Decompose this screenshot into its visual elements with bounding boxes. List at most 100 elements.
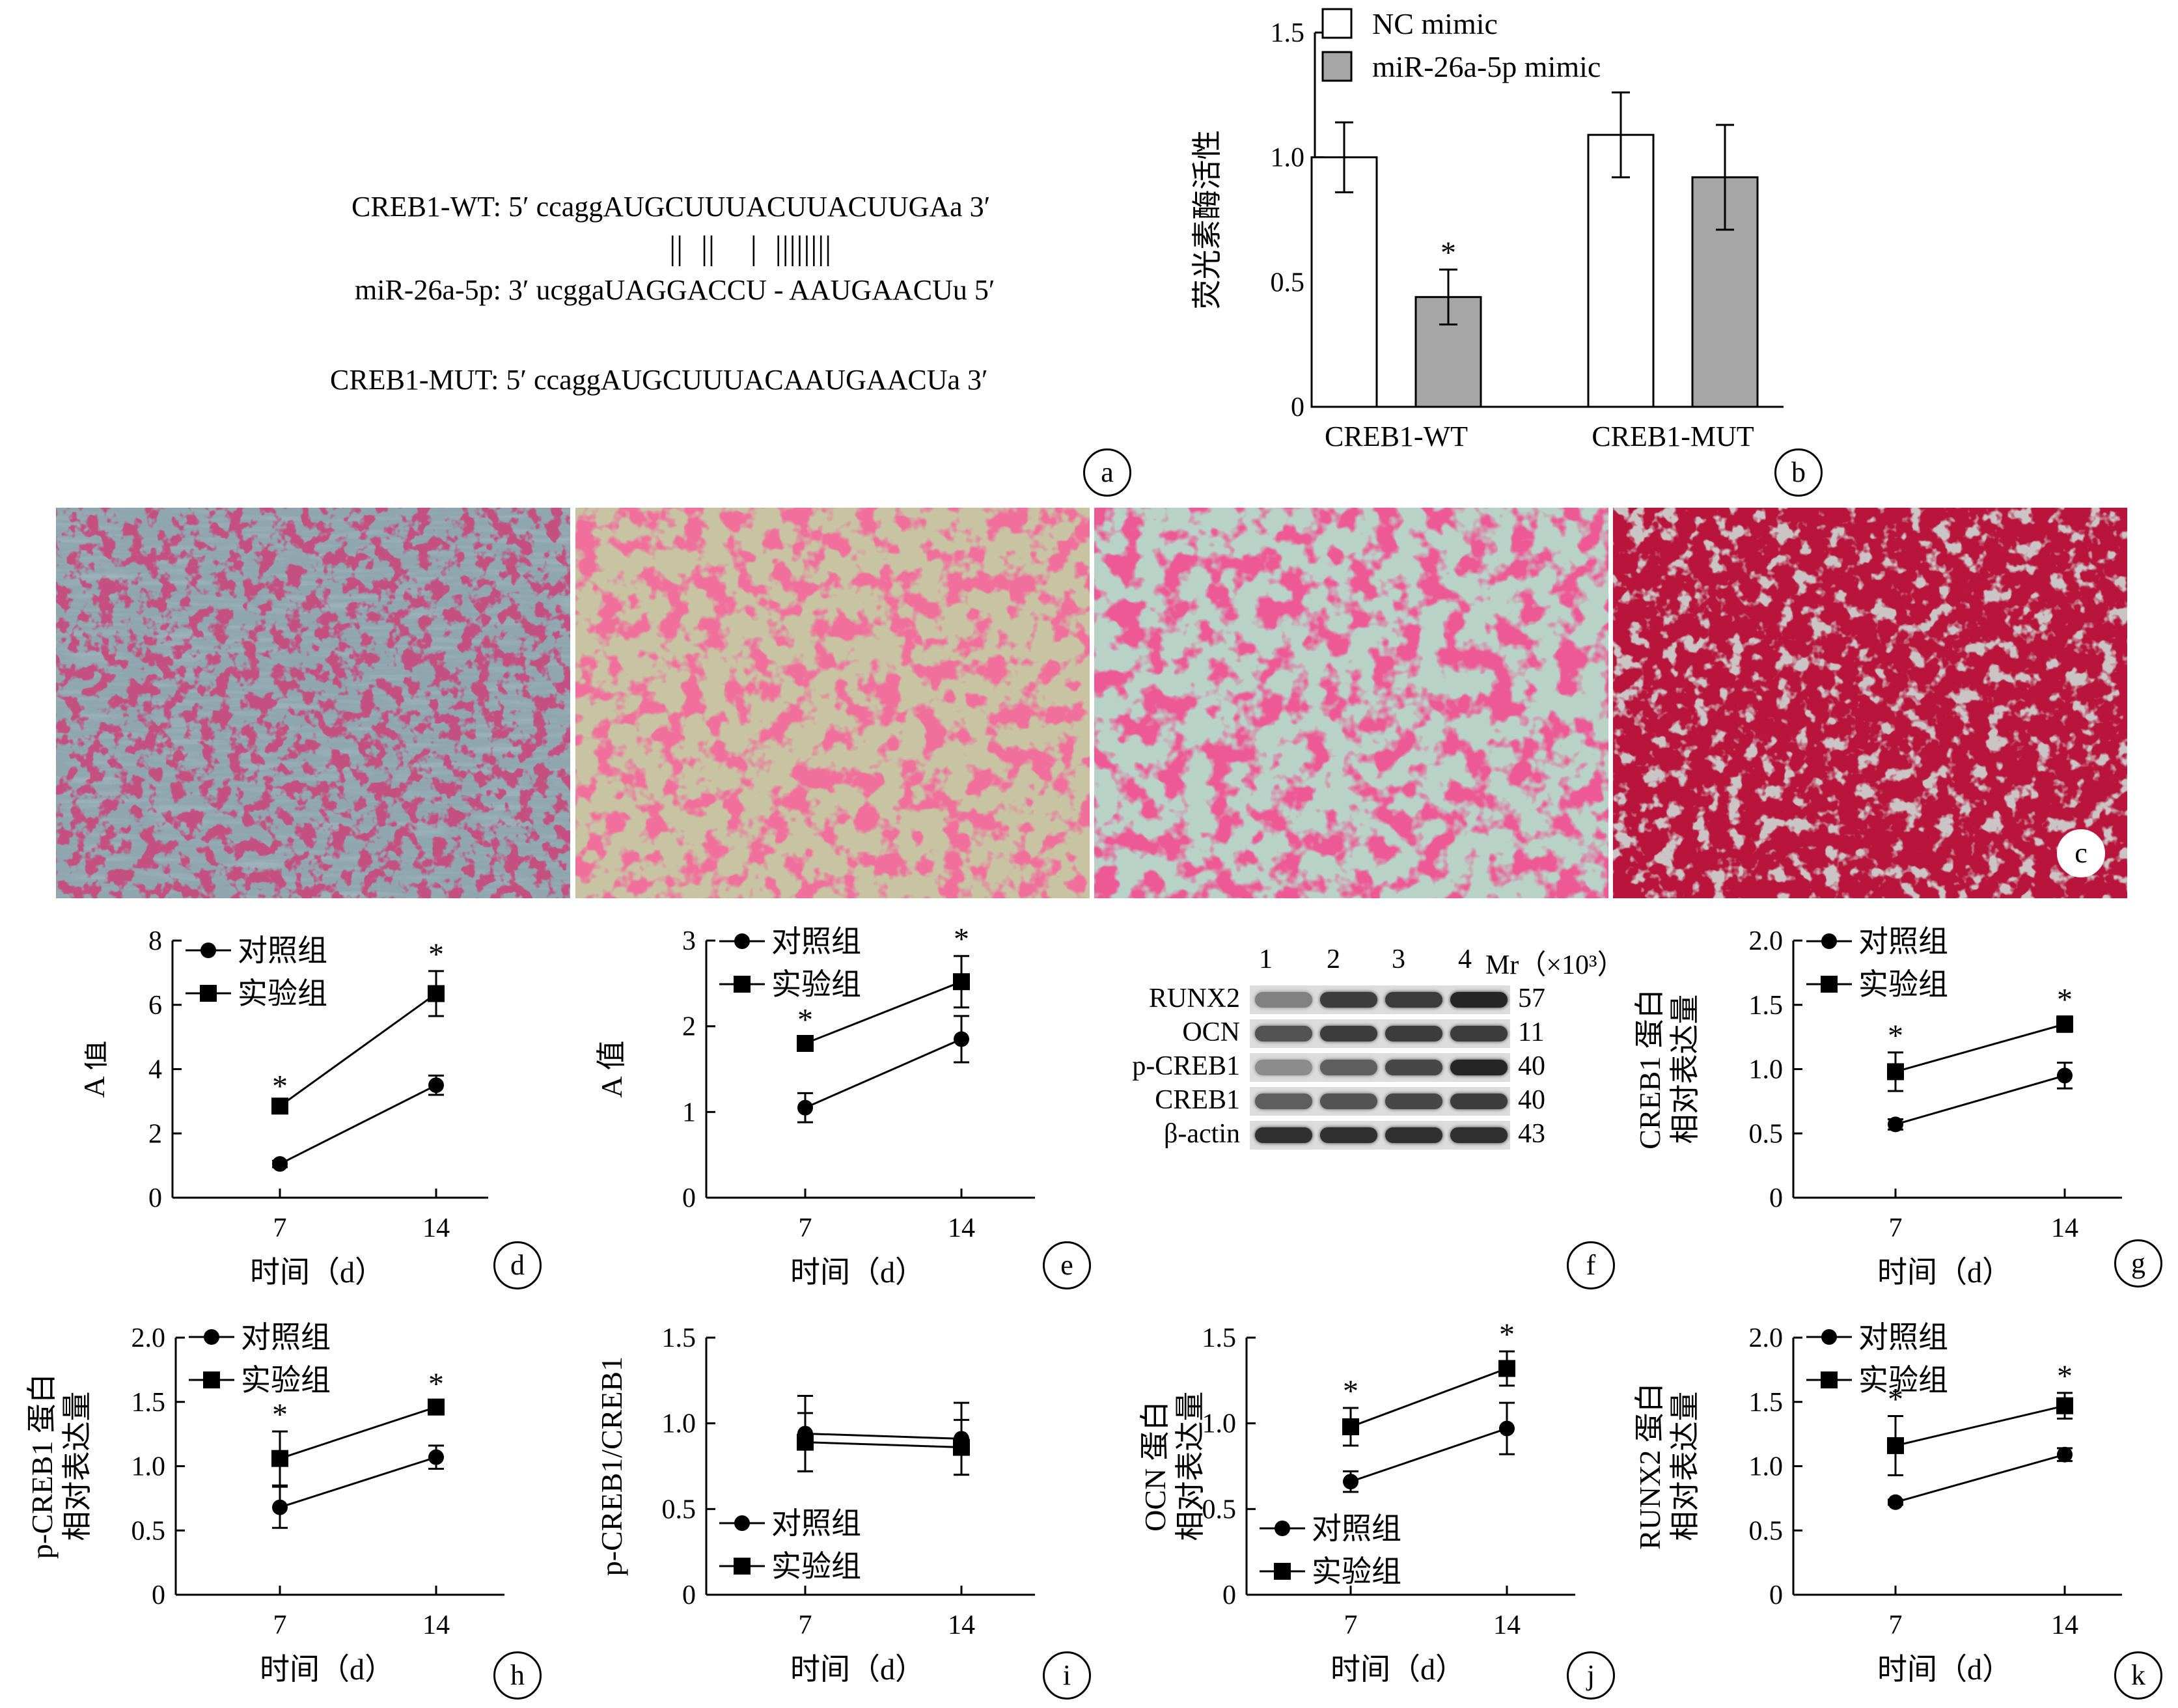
- blot-band: [1450, 1060, 1508, 1075]
- y-tick-label: 1.0: [1271, 143, 1305, 173]
- legend-marker: [200, 943, 216, 958]
- blot-band-label: OCN: [1182, 1017, 1240, 1047]
- significance-star: *: [2057, 1359, 2073, 1394]
- x-tick-label: 7: [273, 1610, 287, 1640]
- chart-g-creb1: 0 0.5 1.0 1.5 2.0 7 14 时间（d） CREB1 蛋白 相对表达量 * * 对照组实…: [1633, 925, 2122, 1289]
- y-tick-label: 2.0: [1749, 926, 1784, 956]
- x-axis-label: 时间（d）: [1877, 1256, 2012, 1289]
- y-tick-label: 1.5: [662, 1323, 696, 1353]
- blot-band: [1320, 1060, 1377, 1075]
- lane-label-1: 1: [1259, 944, 1273, 974]
- legend-label: 实验组: [1858, 968, 1948, 1001]
- legend-label: 实验组: [238, 977, 327, 1010]
- y-axis-label: 荧光素酶活性: [1191, 130, 1224, 310]
- y-tick-label: 6: [148, 991, 162, 1021]
- blot-band-label: β-actin: [1164, 1119, 1240, 1149]
- bar: [1587, 133, 1655, 408]
- legend-swatch: [1321, 51, 1353, 82]
- blot-band: [1450, 1026, 1508, 1041]
- panel-letter-i: i: [1043, 1651, 1091, 1700]
- data-point-circle: [1888, 1116, 1903, 1133]
- lane-label-4: 4: [1458, 944, 1472, 974]
- legend-marker: [734, 976, 751, 993]
- y-axis-label: RUNX2 蛋白: [1633, 1383, 1666, 1550]
- series-line: [1895, 1023, 2065, 1073]
- blot-band: [1385, 1127, 1442, 1143]
- panel-letter-c: c: [2057, 829, 2105, 877]
- data-point-square: [2056, 1397, 2073, 1414]
- series-line: [1350, 1367, 1508, 1428]
- y-tick-label: 1.5: [1202, 1323, 1237, 1353]
- legend-label: 实验组: [241, 1364, 331, 1397]
- x-tick-label: 7: [1344, 1610, 1358, 1640]
- panel-letter-a: a: [1083, 448, 1131, 497]
- x-axis-label: 时间（d）: [790, 1256, 925, 1289]
- legend-marker: [204, 1329, 219, 1345]
- base-pair-marks: || || | ||||||||: [669, 230, 832, 267]
- legend-marker: [203, 1371, 220, 1388]
- data-point-square: [953, 1439, 970, 1456]
- legend-marker: [1821, 933, 1837, 949]
- significance-star: *: [2057, 983, 2073, 1017]
- blot-band: [1320, 992, 1377, 1008]
- stain-image-2: [575, 508, 1090, 898]
- y-tick-label: 3: [682, 926, 696, 956]
- y-tick-label: 1.0: [1202, 1409, 1237, 1439]
- x-tick-label: CREB1-WT: [1325, 420, 1468, 452]
- x-tick-label: 7: [1889, 1610, 1903, 1640]
- blot-band: [1255, 1127, 1312, 1143]
- y-tick-label: 8: [148, 926, 162, 956]
- blot-mr-value: 40: [1518, 1085, 1545, 1115]
- y-axis-label: A 值: [85, 1040, 111, 1097]
- y-axis-label: 相对表达量: [1174, 1392, 1207, 1541]
- blot-strip: [1250, 985, 1510, 1014]
- blot-band: [1450, 1127, 1508, 1143]
- y-tick-label: 1: [682, 1097, 696, 1127]
- legend-label: 对照组: [241, 1321, 331, 1354]
- blot-band: [1255, 1094, 1312, 1109]
- data-point-square: [271, 1097, 288, 1115]
- series-line: [1895, 1405, 2065, 1447]
- blot-band: [1255, 1026, 1312, 1041]
- chart-b-luciferase: 0 0.5 1.0 1.5 荧光素酶活性 CREB1-WT CREB1-MUT * NC mim…: [1191, 7, 1784, 452]
- significance-star: *: [1888, 1382, 1903, 1416]
- data-point-square: [953, 973, 970, 991]
- x-axis-label: 时间（d）: [250, 1256, 385, 1289]
- data-point-square: [2056, 1015, 2073, 1033]
- significance-star: *: [428, 937, 444, 972]
- y-tick-label: 0.5: [1749, 1119, 1784, 1149]
- y-tick-label: 0.5: [1202, 1494, 1237, 1524]
- y-tick-label: 2: [148, 1119, 162, 1149]
- data-point-square: [1887, 1063, 1904, 1081]
- blot-band: [1385, 1060, 1442, 1075]
- panel-letter-g: g: [2114, 1239, 2162, 1288]
- y-tick-label: 0: [1769, 1580, 1783, 1610]
- y-tick-label: 0.5: [1749, 1516, 1784, 1546]
- legend-label: 对照组: [771, 1507, 861, 1540]
- data-point-circle: [1499, 1420, 1515, 1437]
- y-axis-label: p-CREB1/CREB1: [595, 1357, 628, 1576]
- y-tick-label: 0: [1222, 1580, 1236, 1610]
- y-tick-label: 0: [152, 1580, 165, 1610]
- blot-band: [1450, 992, 1508, 1008]
- y-tick-label: 1.0: [1749, 1452, 1784, 1482]
- significance-star: *: [1499, 1317, 1515, 1352]
- y-tick-label: 2.0: [1749, 1323, 1784, 1353]
- y-axis-label: CREB1 蛋白: [1633, 989, 1666, 1150]
- x-tick-label: 7: [273, 1213, 287, 1243]
- y-tick-label: 1.0: [662, 1409, 696, 1439]
- x-tick-label: 14: [2051, 1610, 2078, 1640]
- x-tick-label: 14: [1493, 1610, 1521, 1640]
- x-tick-label: 14: [948, 1610, 975, 1640]
- legend-marker: [734, 933, 750, 949]
- blot-band: [1320, 1094, 1377, 1109]
- y-tick-label: 2.0: [131, 1323, 166, 1353]
- stain-image-4: [1613, 508, 2127, 898]
- legend-swatch: [1321, 8, 1353, 39]
- data-point-circle: [954, 1031, 969, 1047]
- x-tick-label: 14: [422, 1213, 450, 1243]
- series-line: [1350, 1427, 1508, 1483]
- y-tick-label: 0.5: [662, 1494, 696, 1524]
- legend-label: 实验组: [1858, 1364, 1948, 1397]
